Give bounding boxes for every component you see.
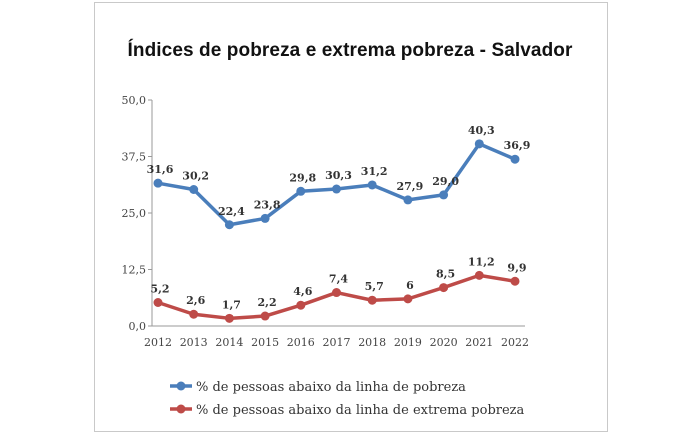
data-label: 31,2	[361, 165, 388, 178]
data-label: 2,2	[258, 296, 277, 309]
data-point	[224, 313, 234, 323]
data-point	[153, 178, 163, 188]
x-tick-label: 2019	[394, 336, 422, 349]
data-label: 5,7	[365, 280, 384, 293]
x-tick-label: 2020	[430, 336, 458, 349]
legend-swatch-marker	[176, 381, 186, 391]
data-label: 1,7	[222, 298, 241, 311]
legend-label: % de pessoas abaixo da linha de pobreza	[196, 380, 466, 395]
data-point	[260, 311, 270, 321]
series-line-1	[157, 142, 516, 227]
data-point	[332, 288, 341, 298]
x-tick-label: 2013	[180, 336, 208, 349]
data-point	[296, 300, 306, 310]
data-label: 11,2	[468, 255, 495, 268]
data-label: 30,2	[182, 169, 209, 182]
data-label: 4,6	[293, 285, 312, 298]
data-point	[189, 184, 199, 194]
data-point	[510, 276, 520, 286]
legend-label: % de pessoas abaixo da linha de extrema …	[196, 403, 525, 418]
data-point	[403, 294, 413, 304]
x-tick-label: 2016	[287, 336, 315, 349]
line-chart: 0,0 12,5 25,0 37,5 50,0 2012 2013 2014 2015 2016 2…	[122, 94, 531, 418]
data-label: 30,3	[325, 169, 352, 182]
data-label: 27,9	[397, 180, 424, 193]
data-label: 7,4	[329, 273, 348, 286]
y-tick-label: 50,0	[122, 94, 147, 107]
data-label: 31,6	[147, 163, 174, 176]
x-tick-label: 2015	[251, 336, 279, 349]
y-tick-label: 37,5	[122, 151, 147, 164]
data-point	[439, 283, 449, 293]
chart-title: Índices de pobreza e extrema pobreza - S…	[127, 40, 573, 61]
y-tick-label: 25,0	[122, 207, 147, 220]
x-tick-label: 2012	[144, 336, 172, 349]
x-tick-label: 2021	[465, 336, 493, 349]
data-point	[367, 180, 377, 190]
data-point	[332, 184, 341, 194]
data-point	[403, 195, 413, 205]
data-point	[367, 295, 377, 305]
data-point	[153, 297, 163, 307]
data-label: 6	[406, 279, 414, 292]
y-tick-label: 0,0	[129, 320, 147, 333]
data-point	[260, 213, 270, 223]
data-label: 22,4	[218, 205, 245, 218]
data-point	[510, 154, 520, 164]
data-label: 2,6	[186, 294, 205, 307]
data-label: 8,5	[436, 268, 455, 281]
chart-frame	[94, 2, 608, 432]
data-point	[224, 220, 234, 230]
data-label: 23,8	[254, 198, 281, 211]
x-tick-label: 2022	[501, 336, 529, 349]
data-label: 29,8	[289, 171, 316, 184]
data-label: 36,9	[504, 139, 531, 152]
x-tick-label: 2018	[358, 336, 386, 349]
data-point	[474, 139, 484, 149]
data-point	[189, 309, 199, 319]
legend-swatch-marker	[176, 404, 186, 414]
data-label: 40,3	[468, 124, 495, 137]
x-tick-label: 2017	[323, 336, 351, 349]
data-label: 29,0	[432, 175, 459, 188]
x-tick-label: 2014	[215, 336, 243, 349]
data-label: 5,2	[150, 282, 169, 295]
y-tick-label: 12,5	[122, 264, 147, 277]
data-point	[296, 186, 306, 196]
data-point	[474, 270, 484, 280]
data-point	[439, 190, 449, 200]
data-label: 9,9	[507, 261, 526, 274]
